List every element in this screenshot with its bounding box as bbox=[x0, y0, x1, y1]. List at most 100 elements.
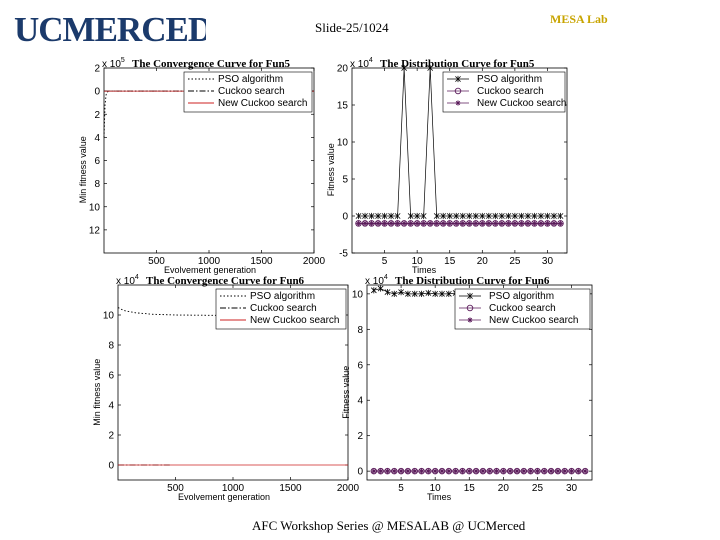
legend-marker bbox=[455, 75, 461, 83]
chart-convergence-fun5: 500 1000 1500 2000 2 0 2 4 6 8 10 12 x 105 The Conver… bbox=[78, 57, 326, 275]
lab-name: MESA Lab bbox=[550, 12, 608, 26]
y-tick-label: 20 bbox=[337, 64, 349, 75]
data-point bbox=[466, 468, 472, 474]
data-point bbox=[525, 212, 531, 220]
data-point bbox=[544, 220, 551, 226]
ucmerced-logo: UCMERCED bbox=[14, 10, 206, 48]
data-point bbox=[447, 220, 453, 226]
multiplier-base: x 10 bbox=[102, 59, 121, 70]
data-point bbox=[378, 468, 384, 474]
data-point bbox=[528, 468, 534, 474]
data-point bbox=[407, 212, 414, 220]
data-point bbox=[427, 64, 434, 72]
data-point bbox=[375, 212, 381, 220]
data-point bbox=[405, 468, 411, 474]
x-tick-label: 1000 bbox=[198, 256, 221, 267]
x-tick-label: 5 bbox=[398, 483, 404, 494]
data-point bbox=[557, 212, 564, 220]
y-tick-label: 8 bbox=[94, 179, 100, 190]
data-point bbox=[384, 288, 391, 296]
chart-title: The Distribution Curve for Fun6 bbox=[395, 275, 550, 287]
data-point bbox=[432, 468, 438, 474]
legend-entry: PSO algorithm bbox=[218, 74, 283, 85]
x-tick-label: 500 bbox=[167, 483, 184, 494]
data-point bbox=[381, 212, 388, 220]
data-point bbox=[487, 468, 493, 474]
axis-multiplier: x 104 bbox=[350, 57, 373, 70]
data-point bbox=[582, 468, 588, 474]
data-point bbox=[362, 220, 368, 226]
data-point bbox=[505, 220, 511, 226]
data-point bbox=[427, 220, 433, 226]
data-point bbox=[453, 212, 460, 220]
y-axis-label: Fitness value bbox=[341, 366, 351, 419]
data-point bbox=[472, 212, 479, 220]
data-point bbox=[355, 220, 362, 226]
data-point bbox=[531, 220, 538, 226]
legend-entry: New Cuckoo search bbox=[218, 98, 307, 109]
data-point bbox=[440, 220, 446, 226]
axis-multiplier: x 104 bbox=[116, 274, 139, 287]
y-tick-label: -5 bbox=[339, 249, 348, 260]
legend-entry: Cuckoo search bbox=[477, 86, 544, 97]
y-tick-label: 4 bbox=[108, 401, 114, 412]
data-point bbox=[370, 287, 377, 294]
legend-entry: PSO algorithm bbox=[489, 291, 554, 302]
y-axis-label: Fitness value bbox=[326, 143, 336, 196]
data-point bbox=[492, 212, 499, 220]
data-point bbox=[473, 468, 479, 474]
data-point bbox=[498, 212, 505, 220]
data-point bbox=[381, 220, 388, 226]
series-line-0 bbox=[358, 67, 561, 217]
data-point bbox=[433, 212, 440, 220]
y-tick-label: 6 bbox=[357, 360, 363, 371]
data-point bbox=[432, 290, 439, 297]
data-point bbox=[375, 220, 381, 226]
x-tick-label: 2000 bbox=[303, 256, 326, 267]
chart-title: The Convergence Curve for Fun6 bbox=[146, 275, 305, 287]
data-point bbox=[551, 220, 557, 226]
data-point bbox=[445, 290, 452, 297]
data-point bbox=[512, 220, 518, 226]
y-tick-label: 10 bbox=[103, 311, 115, 322]
data-point bbox=[440, 212, 447, 220]
y-tick-label: 2 bbox=[108, 431, 114, 442]
data-point bbox=[551, 212, 557, 220]
x-tick-label: 30 bbox=[566, 483, 578, 494]
data-point bbox=[398, 468, 404, 474]
data-point bbox=[453, 468, 459, 474]
x-tick-label: 25 bbox=[509, 256, 521, 267]
legend-marker bbox=[467, 317, 473, 323]
x-axis-label: Evolvement generation bbox=[164, 265, 256, 275]
data-point bbox=[568, 468, 575, 474]
data-point bbox=[479, 212, 486, 220]
data-point bbox=[395, 220, 401, 226]
y-tick-label: 2 bbox=[357, 431, 363, 442]
chart-title: The Distribution Curve for Fun5 bbox=[380, 58, 535, 70]
data-point bbox=[459, 212, 466, 220]
legend-entry: New Cuckoo search bbox=[489, 315, 578, 326]
y-tick-label: 0 bbox=[108, 461, 114, 472]
data-point bbox=[425, 289, 432, 297]
data-point bbox=[388, 220, 394, 226]
y-tick-label: 8 bbox=[357, 325, 363, 336]
data-point bbox=[531, 212, 538, 220]
y-tick-label: 10 bbox=[337, 138, 349, 149]
x-tick-label: 2000 bbox=[337, 483, 360, 494]
data-point bbox=[377, 285, 384, 292]
data-point bbox=[514, 468, 520, 474]
data-point bbox=[412, 468, 418, 474]
x-axis-label: Times bbox=[427, 492, 452, 502]
data-point bbox=[408, 220, 414, 226]
data-point bbox=[518, 220, 524, 226]
data-point bbox=[518, 212, 525, 220]
logo-text: UCMERCED bbox=[14, 10, 206, 48]
data-point bbox=[388, 212, 394, 220]
data-point bbox=[398, 288, 404, 296]
data-point bbox=[575, 468, 581, 474]
data-point bbox=[391, 468, 397, 474]
data-point bbox=[439, 290, 445, 297]
y-tick-label: 10 bbox=[352, 289, 364, 300]
